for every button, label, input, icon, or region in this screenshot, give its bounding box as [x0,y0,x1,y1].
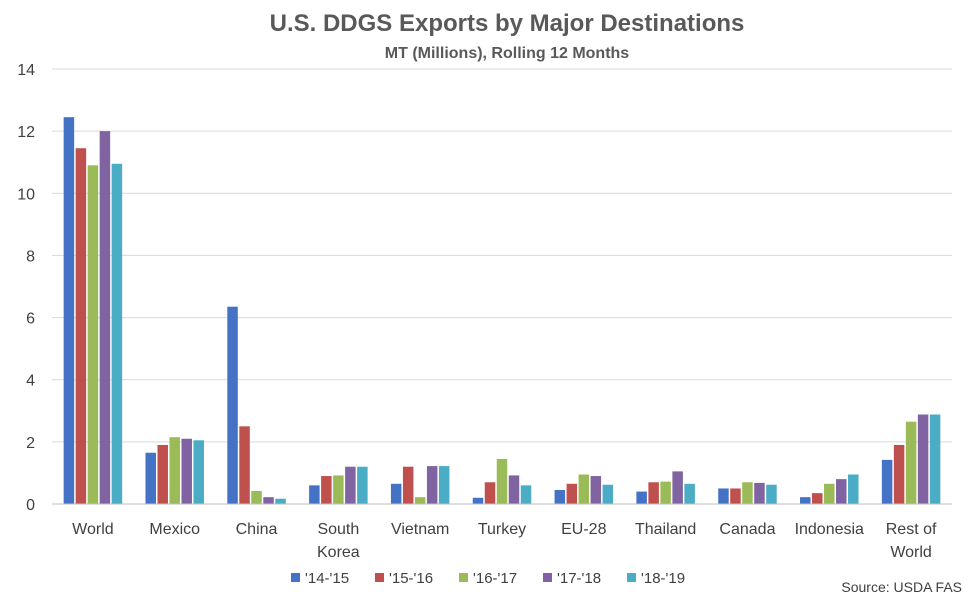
x-category-label: Rest of [886,521,937,538]
legend-swatch [459,573,468,582]
bar [263,497,274,504]
legend-label: '16-'17 [473,570,517,587]
bar [578,474,590,504]
bar [438,466,450,504]
bar [742,482,753,504]
bar [357,466,368,504]
bar [484,482,496,504]
bar [426,466,438,504]
gridlines [52,68,952,443]
x-category-label: Thailand [635,521,696,538]
source-note: Source: USDA FAS [841,579,962,595]
x-category-label: Canada [719,521,775,538]
bar [75,148,87,504]
bar [321,476,332,504]
bar [99,131,111,504]
bar [566,483,578,504]
bar [881,459,893,504]
bar [836,479,847,504]
bar [929,414,941,504]
bar [554,490,566,504]
chart-title: U.S. DDGS Exports by Major Destinations [270,10,745,37]
legend-label: '14-'15 [305,570,349,587]
x-category-label: Turkey [478,521,526,538]
bar [275,498,286,504]
bar [636,491,647,504]
bar [193,440,204,504]
legend: '14-'15 '15-'16 '16-'17 '17-'18 '18-'19 [291,570,685,587]
bar [684,483,695,504]
bar [590,476,602,504]
bar [251,490,262,504]
y-axis-ticks: 0 2 4 6 8 10 12 14 [17,62,35,514]
x-category-label: South [317,521,359,538]
y-tick-label: 0 [26,497,35,514]
legend-label: '18-'19 [641,570,685,587]
x-category-label: World [890,544,932,561]
legend-swatch [543,573,552,582]
bar [812,493,823,504]
bar [800,497,811,504]
x-category-label: World [72,521,114,538]
bar [602,484,614,504]
legend-label: '15-'16 [389,570,433,587]
bar [169,437,180,504]
y-tick-label: 4 [26,373,35,390]
bar [648,482,659,504]
bar [227,306,238,504]
x-category-label: Indonesia [795,521,864,538]
y-tick-label: 2 [26,435,35,452]
bar [496,458,508,504]
x-category-label: Korea [317,544,360,561]
bar [905,421,917,504]
bar [414,497,426,504]
bar [63,117,75,505]
bar [848,474,859,504]
x-category-label: EU-28 [561,521,606,538]
bar [111,163,123,504]
chart-subtitle: MT (Millions), Rolling 12 Months [385,45,630,62]
bar [87,165,99,505]
y-tick-label: 10 [17,186,35,203]
bar [333,475,344,504]
bar [917,414,929,504]
bar [309,485,320,504]
x-category-label: Mexico [149,521,200,538]
bar [730,488,741,504]
bar [145,452,156,504]
bar [508,475,520,504]
x-category-label: China [236,521,278,538]
bar [824,483,835,504]
bar [390,483,402,504]
bar [766,484,777,504]
y-tick-label: 8 [26,248,35,265]
legend-swatch [291,573,300,582]
bar [402,466,414,504]
y-tick-label: 6 [26,311,35,328]
legend-label: '17-'18 [557,570,601,587]
bar [520,485,532,504]
bar [672,471,683,504]
x-axis-categories: World Mexico China South Korea Vietnam Turkey E… [72,521,937,561]
bar [345,466,356,504]
legend-swatch [375,573,384,582]
legend-swatch [627,573,636,582]
bar [718,488,729,504]
bar [157,444,168,504]
bar [181,438,192,504]
y-tick-label: 12 [17,124,35,141]
bar [754,482,765,504]
bars [63,117,941,505]
bar [893,444,905,504]
bar [472,497,484,504]
x-category-label: Vietnam [391,521,449,538]
bar [239,426,250,504]
bar [660,481,671,504]
y-tick-label: 14 [17,62,35,79]
